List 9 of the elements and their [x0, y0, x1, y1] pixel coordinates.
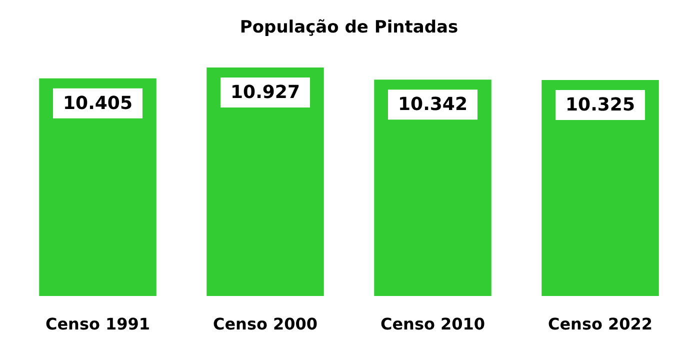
x-tick-label: Censo 2000 [212, 314, 318, 334]
data-label: 10.342 [398, 94, 468, 116]
data-label: 10.325 [566, 94, 635, 116]
x-tick-label: Censo 2022 [548, 314, 653, 334]
data-label: 10.927 [230, 82, 300, 103]
x-tick-label: Censo 2010 [380, 314, 486, 334]
data-label: 10.405 [63, 92, 132, 114]
x-tick-label: Censo 1991 [45, 314, 150, 334]
chart-title: População de Pintadas [240, 18, 458, 38]
